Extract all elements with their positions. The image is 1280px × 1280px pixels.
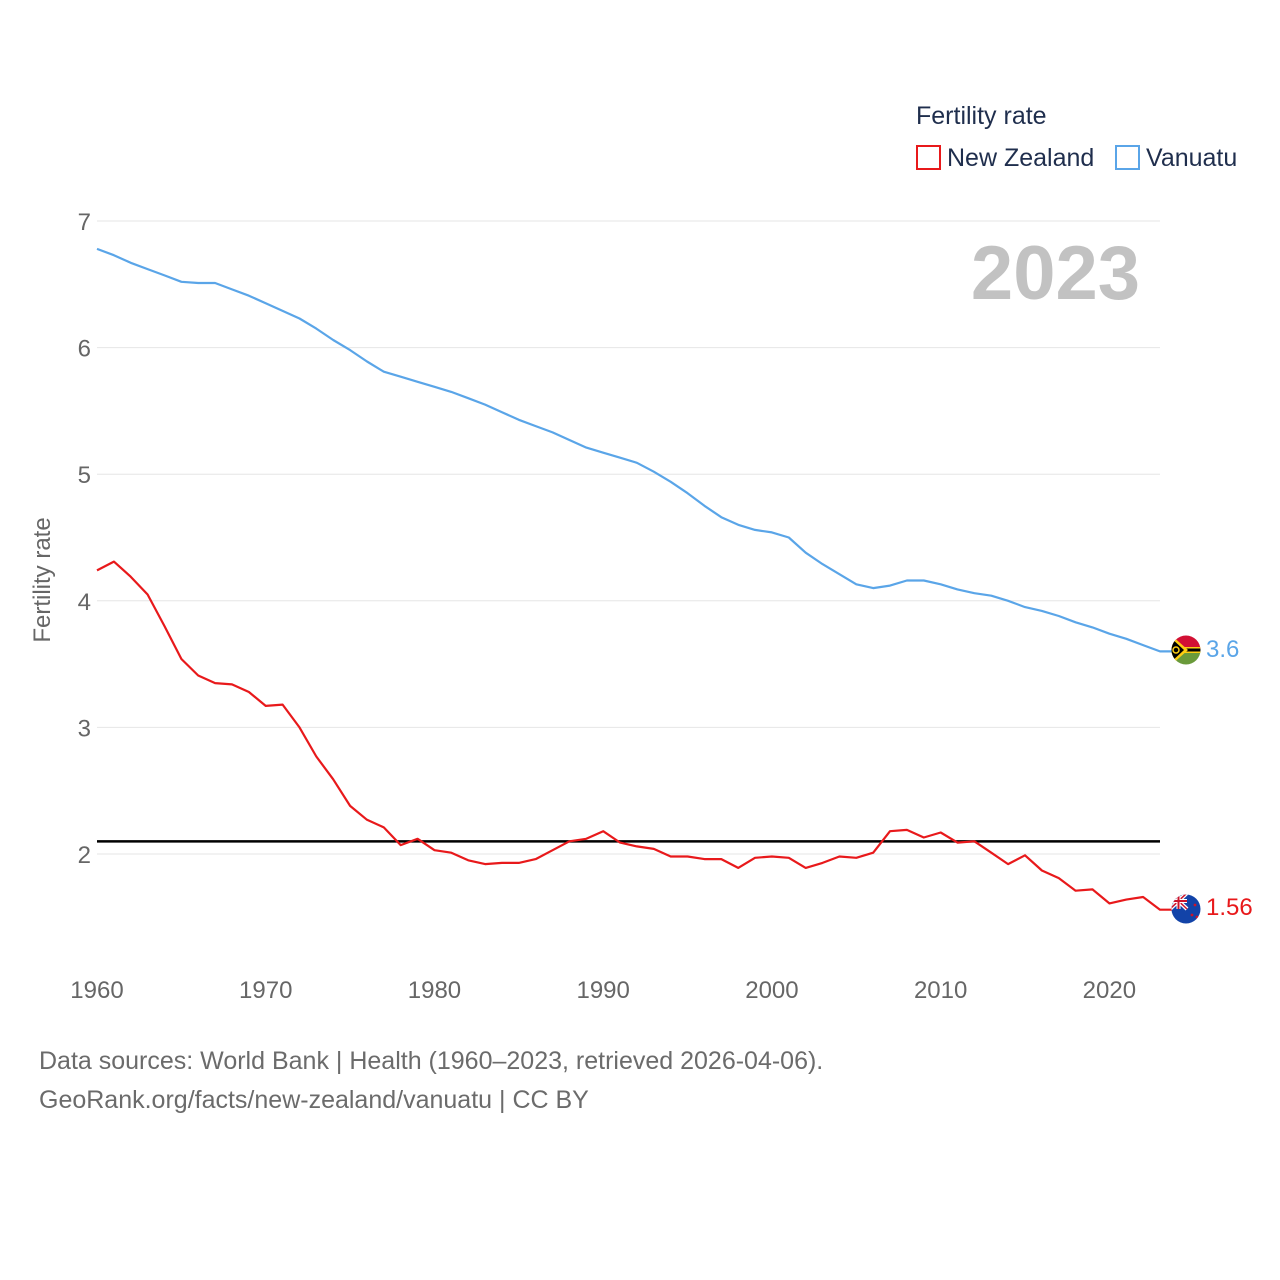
- year-label: 2023: [971, 231, 1140, 316]
- y-tick-label: 6: [78, 336, 91, 363]
- x-tick-label: 1980: [408, 977, 461, 1004]
- y-axis-ticks: 2 3 4 5 6 7: [78, 209, 91, 869]
- series-line-vanuatu: [96, 247, 1172, 653]
- legend: Fertility rate New Zealand Vanuatu: [916, 102, 1237, 172]
- end-label-new-zealand: 1.56: [1206, 894, 1253, 921]
- fertility-chart: 2 3 4 5 6 7 1960 1970 1980 1990 2000 2010 2020 Fert…: [29, 102, 1253, 1004]
- vanuatu-flag-icon: [1171, 635, 1201, 665]
- y-tick-label: 4: [78, 589, 91, 616]
- series-layer: [96, 247, 1172, 911]
- legend-label-vanuatu[interactable]: Vanuatu: [1146, 144, 1237, 172]
- y-axis-label: Fertility rate: [29, 517, 56, 642]
- end-label-vanuatu: 3.6: [1206, 636, 1239, 663]
- x-tick-label: 1990: [576, 977, 629, 1004]
- footer: Data sources: World Bank | Health (1960–…: [39, 1042, 823, 1120]
- x-tick-label: 1970: [239, 977, 292, 1004]
- x-axis-ticks: 1960 1970 1980 1990 2000 2010 2020: [70, 977, 1136, 1004]
- legend-swatch-vanuatu[interactable]: [1115, 145, 1140, 170]
- y-tick-label: 7: [78, 209, 91, 236]
- legend-swatch-new-zealand[interactable]: [916, 145, 941, 170]
- x-tick-label: 2010: [914, 977, 967, 1004]
- credit-link[interactable]: GeoRank.org/facts/new-zealand/vanuatu | …: [39, 1086, 589, 1114]
- x-tick-label: 1960: [70, 977, 123, 1004]
- x-tick-label: 2020: [1083, 977, 1136, 1004]
- y-tick-label: 2: [78, 842, 91, 869]
- y-tick-label: 3: [78, 715, 91, 742]
- series-line-new-zealand: [96, 560, 1172, 911]
- legend-title: Fertility rate: [916, 102, 1047, 130]
- legend-label-new-zealand[interactable]: New Zealand: [947, 144, 1094, 172]
- new-zealand-flag-icon: [1171, 894, 1201, 924]
- data-sources-text: Data sources: World Bank | Health (1960–…: [39, 1047, 824, 1075]
- y-tick-label: 5: [78, 462, 91, 489]
- grid-lines: [97, 220, 1160, 855]
- x-tick-label: 2000: [745, 977, 798, 1004]
